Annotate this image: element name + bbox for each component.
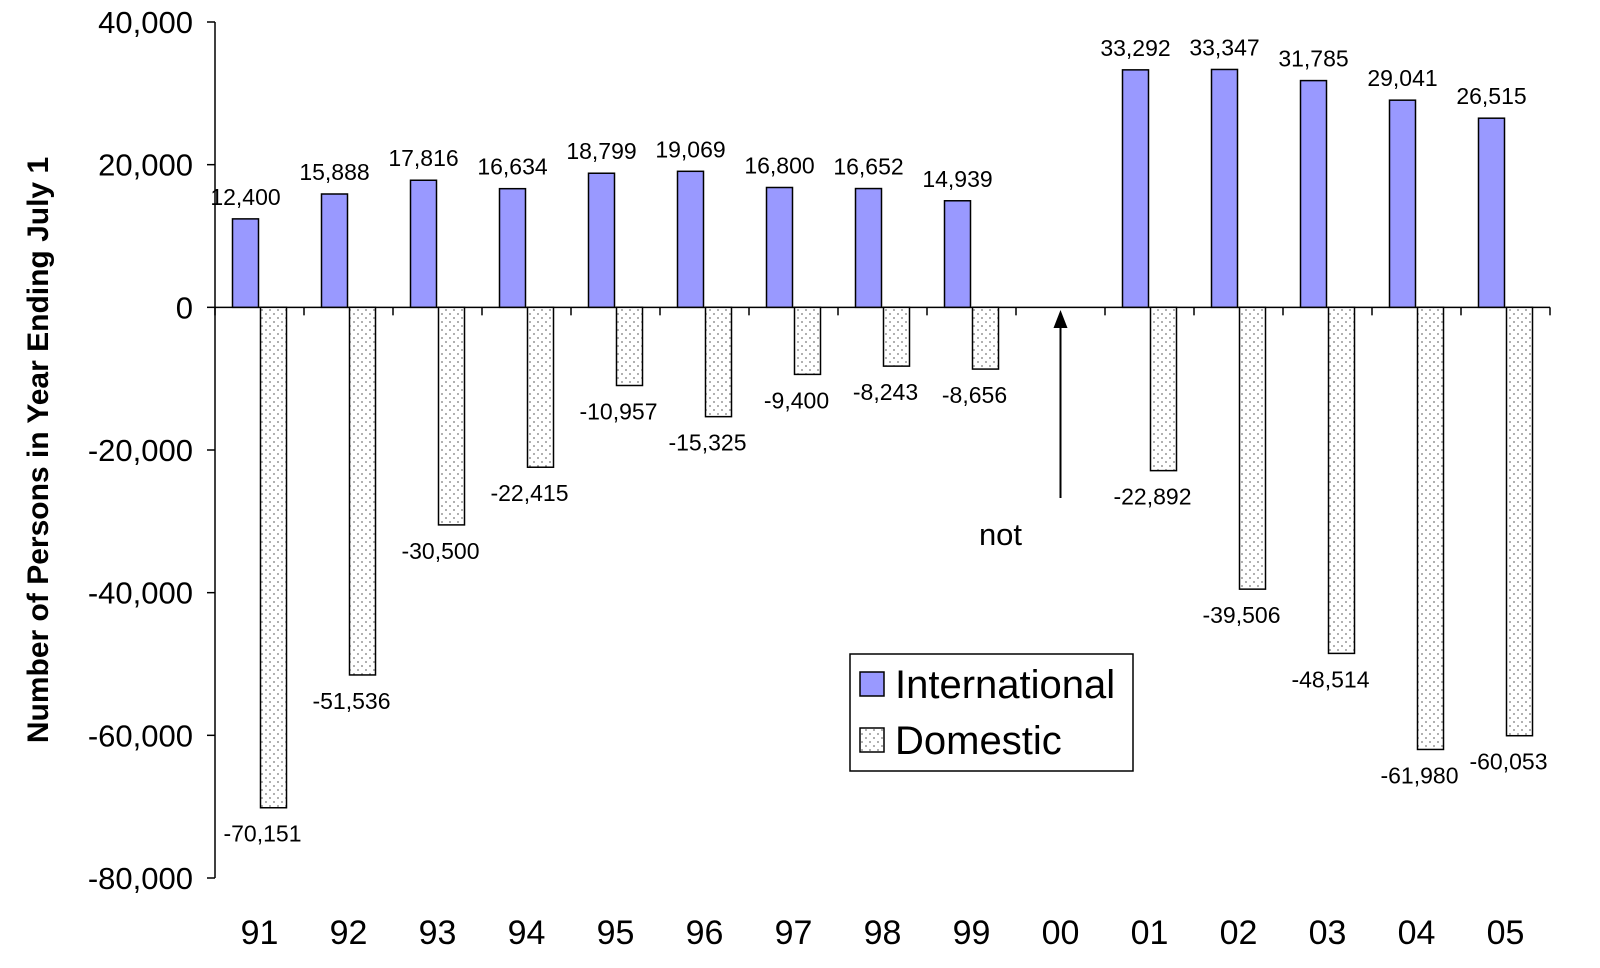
bar-international <box>231 218 260 309</box>
data-labels: 12,400 -70,151 15,888 -51,536 17,816 -30,500 1… <box>210 34 1547 846</box>
x-tick-label: 05 <box>1487 914 1525 952</box>
y-tick-label: -60,000 <box>88 718 193 753</box>
data-label-domestic: -70,151 <box>223 821 301 847</box>
data-label-domestic: -10,957 <box>579 398 657 424</box>
y-axis-label: Number of Persons in Year Ending July 1 <box>22 157 55 743</box>
bar-international <box>765 186 794 309</box>
data-label-domestic: -22,415 <box>490 480 568 506</box>
bar-international <box>854 187 883 309</box>
bars <box>231 68 1534 809</box>
data-label-international: 26,515 <box>1456 83 1526 109</box>
data-label-domestic: -51,536 <box>312 688 390 714</box>
data-label-international: 15,888 <box>299 159 369 185</box>
bar-domestic <box>793 306 822 376</box>
bar-domestic <box>882 306 911 367</box>
data-label-international: 29,041 <box>1367 65 1437 91</box>
x-tick-label: 04 <box>1398 914 1436 952</box>
data-label-domestic: -22,892 <box>1113 484 1191 510</box>
x-tick-label: 93 <box>419 914 457 952</box>
bar-domestic <box>1149 306 1178 472</box>
bar-domestic <box>971 306 1000 370</box>
x-tick-label: 98 <box>864 914 902 952</box>
data-label-international: 14,939 <box>922 166 992 192</box>
data-label-domestic: -61,980 <box>1380 762 1458 788</box>
bar-domestic <box>615 306 644 387</box>
x-tick-label: 91 <box>241 914 279 952</box>
bar-domestic <box>704 306 733 418</box>
bar-international <box>587 172 616 309</box>
data-label-domestic: -48,514 <box>1291 666 1369 692</box>
data-label-domestic: -15,325 <box>668 430 746 456</box>
x-tick-label: 99 <box>953 914 991 952</box>
x-tick-label: 94 <box>508 914 546 952</box>
y-tick-label: -80,000 <box>88 861 193 896</box>
bar-domestic <box>1416 306 1445 751</box>
data-label-domestic: -9,400 <box>764 387 829 413</box>
bar-international <box>1477 117 1506 309</box>
data-label-domestic: -8,656 <box>942 382 1007 408</box>
x-tick-label: 03 <box>1309 914 1347 952</box>
legend-label-domestic: Domestic <box>895 719 1062 763</box>
bar-domestic <box>348 306 377 676</box>
bar-international <box>1121 69 1150 309</box>
bar-domestic <box>1505 306 1534 737</box>
bar-international <box>1388 99 1417 309</box>
data-label-international: 31,785 <box>1278 46 1348 72</box>
bar-domestic <box>526 306 555 468</box>
annotation: not <box>979 310 1068 552</box>
x-tick-label: 96 <box>686 914 724 952</box>
bar-international <box>498 187 527 309</box>
y-tick-label: 0 <box>176 290 193 325</box>
bar-domestic <box>1238 306 1267 590</box>
bar-international <box>943 200 972 309</box>
bar-international <box>1210 68 1239 309</box>
data-label-domestic: -60,053 <box>1469 749 1547 775</box>
y-tick-label: -20,000 <box>88 433 193 468</box>
data-label-domestic: -39,506 <box>1202 602 1280 628</box>
data-label-international: 16,652 <box>833 154 903 180</box>
x-tick-label: 02 <box>1220 914 1258 952</box>
annotation-arrowhead <box>1053 310 1068 328</box>
legend-swatch-international <box>859 671 885 697</box>
data-label-international: 33,292 <box>1100 35 1170 61</box>
legend-swatch-domestic <box>859 727 885 753</box>
x-tick-label: 92 <box>330 914 368 952</box>
data-label-international: 16,800 <box>744 152 814 178</box>
x-tick-label: 95 <box>597 914 635 952</box>
annotation-text: not <box>979 517 1022 552</box>
x-axis: 91 92 93 94 95 96 97 98 99 00 01 02 03 04 05 <box>241 914 1525 952</box>
bar-international <box>1299 79 1328 309</box>
data-label-international: 33,347 <box>1189 34 1259 60</box>
x-tick-label: 01 <box>1131 914 1169 952</box>
data-label-domestic: -30,500 <box>401 538 479 564</box>
legend-label-international: International <box>895 663 1115 707</box>
bar-international <box>320 193 349 309</box>
data-label-international: 18,799 <box>566 138 636 164</box>
bar-domestic <box>259 306 288 809</box>
data-label-domestic: -8,243 <box>853 379 918 405</box>
x-tick-label: 97 <box>775 914 813 952</box>
data-label-international: 16,634 <box>477 154 548 180</box>
y-axis: 40,000 20,000 0 -20,000 -40,000 -60,000 -80,00… <box>88 5 216 896</box>
data-label-international: 19,069 <box>655 136 725 162</box>
x-tick-label: 00 <box>1042 914 1080 952</box>
data-label-international: 17,816 <box>388 145 458 171</box>
legend: International Domestic <box>849 653 1134 772</box>
bar-domestic <box>1327 306 1356 655</box>
y-tick-label: 20,000 <box>98 148 193 183</box>
y-tick-label: -40,000 <box>88 576 193 611</box>
bar-international <box>676 170 705 309</box>
zero-baseline <box>214 306 1551 316</box>
legend-box <box>849 653 1134 772</box>
bar-domestic <box>437 306 466 526</box>
y-tick-label: 40,000 <box>98 5 193 40</box>
bar-international <box>409 179 438 309</box>
data-label-international: 12,400 <box>210 184 280 210</box>
